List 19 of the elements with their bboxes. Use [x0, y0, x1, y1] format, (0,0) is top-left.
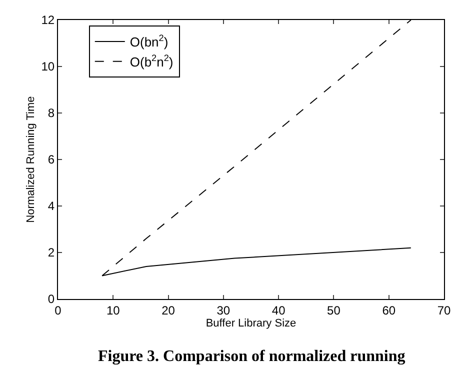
y-tick-label: 0: [48, 292, 55, 306]
y-tick-label: 10: [41, 60, 55, 74]
x-tick-label: 40: [272, 303, 286, 318]
x-axis-title: Buffer Library Size: [206, 318, 296, 330]
legend-label: O(bn$^{2}$): [130, 33, 168, 50]
x-tick-label: 10: [106, 303, 120, 318]
x-tick-label: 70: [437, 303, 451, 318]
y-tick-label: 12: [41, 13, 55, 28]
y-tick-label: 2: [48, 246, 55, 260]
y-tick-label: 6: [48, 152, 55, 167]
y-axis-title: Normalized Running Time: [24, 96, 37, 223]
x-tick-label: 60: [382, 303, 396, 318]
y-tick-label: 8: [48, 106, 55, 120]
legend-label: O(b$^{2}$n$^{2}$): [130, 53, 174, 70]
x-tick-label: 50: [327, 303, 341, 318]
x-tick-label: 30: [216, 303, 230, 318]
x-tick-label: 20: [162, 303, 176, 318]
y-tick-label: 4: [48, 199, 55, 214]
caption: Figure 3. Comparison of normalized running: [98, 348, 406, 365]
